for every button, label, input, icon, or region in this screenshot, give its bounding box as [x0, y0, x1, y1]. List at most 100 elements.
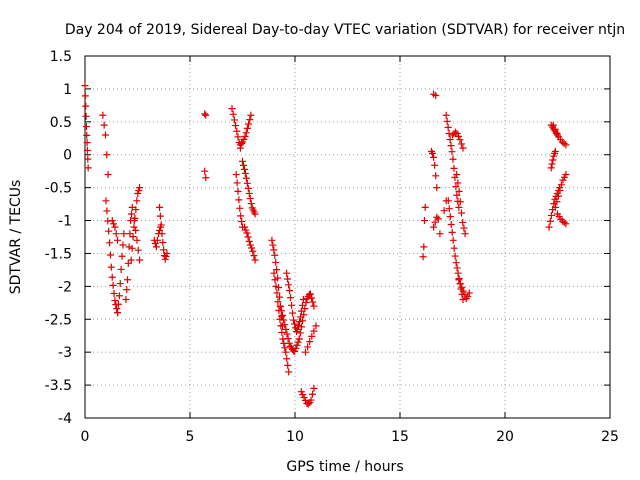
data-point	[281, 321, 289, 329]
data-point	[443, 117, 451, 125]
data-point	[452, 183, 460, 191]
data-point	[114, 236, 122, 244]
data-point	[119, 241, 127, 249]
data-point	[132, 206, 140, 214]
data-point	[106, 251, 114, 259]
data-point	[114, 309, 122, 317]
data-point	[547, 211, 555, 219]
data-point	[295, 335, 303, 343]
data-point	[236, 204, 244, 212]
data-point	[103, 207, 111, 215]
data-point	[241, 169, 249, 177]
data-point	[156, 203, 164, 211]
data-point	[545, 223, 553, 231]
data-point	[307, 290, 315, 298]
data-point	[279, 311, 287, 319]
data-point	[133, 236, 141, 244]
data-point	[557, 181, 565, 189]
data-point	[446, 136, 454, 144]
data-point	[562, 141, 570, 149]
data-point	[108, 217, 116, 225]
data-point	[554, 192, 562, 200]
data-point	[281, 344, 289, 352]
data-point	[294, 338, 302, 346]
data-point	[269, 241, 277, 249]
data-point	[432, 172, 440, 180]
data-point	[293, 325, 301, 333]
data-point	[251, 256, 259, 264]
x-tick-label: 20	[496, 429, 514, 445]
data-point	[429, 149, 437, 157]
data-point	[128, 203, 136, 211]
data-point	[245, 120, 253, 128]
data-point	[432, 91, 440, 99]
data-point	[276, 302, 284, 310]
data-point	[434, 215, 442, 223]
data-point	[460, 224, 468, 232]
data-point	[420, 243, 428, 251]
data-point	[301, 305, 309, 313]
data-point	[459, 144, 467, 152]
data-point	[455, 203, 463, 211]
data-point	[458, 283, 466, 291]
data-point	[452, 128, 459, 136]
data-point	[451, 252, 459, 260]
data-point	[159, 238, 167, 246]
data-point	[464, 293, 472, 301]
data-point	[310, 384, 318, 392]
data-point	[300, 311, 308, 319]
data-point	[455, 187, 463, 195]
data-point	[447, 142, 455, 150]
data-point	[289, 309, 297, 317]
data-point	[84, 164, 92, 172]
data-point	[546, 217, 554, 225]
data-point	[202, 174, 210, 182]
data-point	[237, 212, 245, 220]
data-point	[245, 237, 253, 245]
data-point	[232, 170, 240, 178]
data-point	[228, 105, 236, 113]
data-point	[101, 131, 109, 139]
data-point	[444, 197, 452, 205]
data-point	[294, 321, 302, 329]
data-point	[458, 140, 465, 148]
data-point	[83, 139, 91, 147]
data-point	[280, 316, 288, 324]
data-point	[250, 252, 258, 260]
data-point	[283, 355, 291, 363]
data-point	[272, 282, 280, 290]
axis-ticks: 0 5 10 15 20 25 -4 -3.5 -3 -2.5 -2 -1.5 -1 -0.5 0 0.5 1 1…	[45, 49, 619, 445]
data-point	[446, 213, 454, 221]
data-point	[156, 212, 164, 220]
y-tick-label: 1.5	[50, 49, 72, 65]
data-point	[238, 217, 246, 225]
data-point	[229, 110, 237, 118]
data-point	[442, 111, 450, 119]
data-point	[274, 298, 282, 306]
data-point	[84, 155, 92, 163]
data-point	[111, 297, 119, 305]
data-point	[288, 301, 296, 309]
data-point	[107, 263, 115, 271]
data-point	[549, 156, 557, 164]
data-point	[453, 264, 461, 272]
data-point	[296, 329, 304, 337]
data-point	[129, 233, 137, 241]
y-tick-label: -1	[58, 214, 72, 230]
data-point	[454, 179, 462, 187]
data-point	[419, 253, 427, 261]
data-point	[83, 131, 91, 139]
x-tick-label: 15	[391, 429, 409, 445]
y-tick-label: 1	[63, 82, 72, 98]
data-point	[83, 146, 91, 154]
data-point	[285, 281, 293, 289]
data-point	[247, 111, 255, 119]
y-tick-label: -3	[58, 345, 72, 361]
data-point	[238, 139, 246, 147]
data-point	[287, 294, 295, 302]
x-tick-label: 5	[186, 429, 195, 445]
y-tick-label: -3.5	[45, 378, 72, 394]
data-point	[304, 400, 312, 408]
data-point	[130, 223, 138, 231]
